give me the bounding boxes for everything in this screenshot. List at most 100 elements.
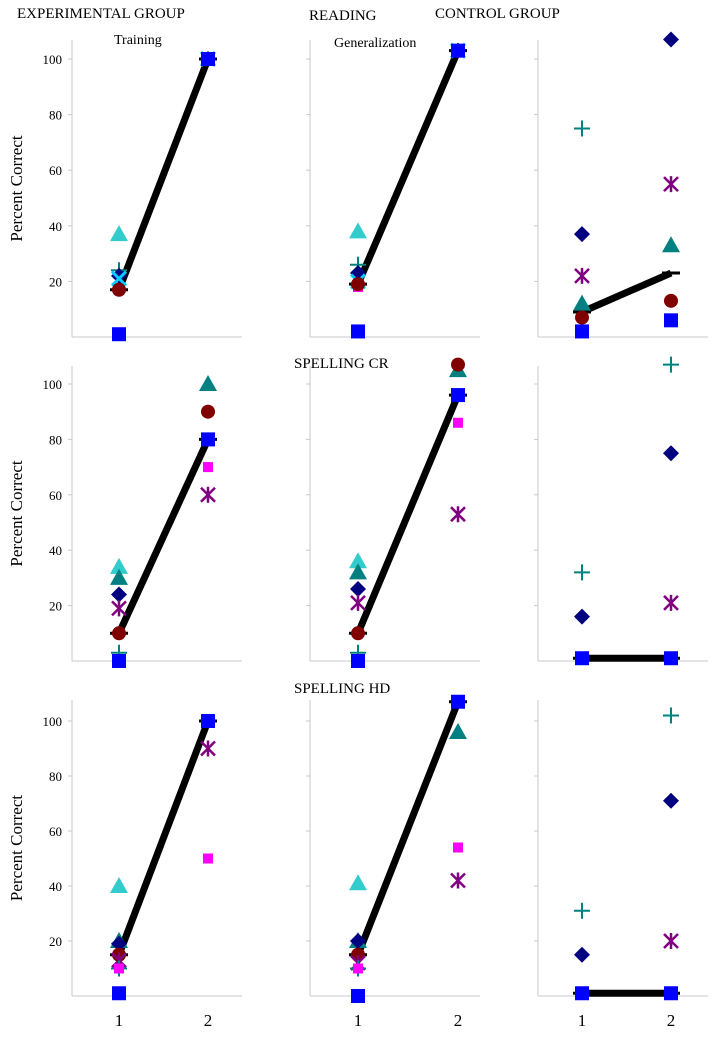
spelling-cr-training-point-purple-star (200, 486, 216, 503)
reading-training-point-cyan-x (110, 270, 128, 287)
spelling-cr-control-point-teal-plus (663, 356, 679, 373)
spelling-cr-generalization-point-dark-red-circle (451, 357, 465, 372)
spelling-cr-generalization-point-blue-square (351, 654, 365, 668)
spelling-cr-training-mean-line (115, 437, 212, 635)
spelling-cr-control-point-blue-square (575, 651, 589, 666)
spelling-cr-control-point-navy-diamond (574, 608, 590, 625)
spelling-cr-generalization-point-teal-triangle (349, 563, 367, 580)
spelling-hd-generalization-point-magenta-square (453, 842, 463, 853)
reading-training-y-axis-label: Percent Correct (7, 135, 26, 241)
reading-training-point-cyan-triangle (110, 225, 128, 242)
spelling-hd-generalization-mean-line (354, 700, 462, 957)
spelling-cr-training-y-tick-label: 40 (49, 543, 62, 558)
spelling-cr-training-point-navy-diamond (111, 586, 127, 603)
reading-control-point-blue-square (575, 324, 589, 339)
reading-control-point-purple-star (663, 176, 679, 193)
spelling-hd-control-point-blue-square (575, 986, 589, 1001)
spelling-hd-training-y-tick-label: 60 (49, 824, 62, 839)
reading-training-y-tick-label: 100 (43, 52, 63, 67)
spelling-hd-generalization-x-tick-label: 2 (454, 1011, 463, 1030)
reading-control-point-dark-red-circle (664, 293, 678, 308)
spelling-hd-control-point-blue-square (664, 986, 678, 1001)
spelling-hd-training-y-tick-label: 20 (49, 934, 62, 949)
reading-control-mean-line (580, 269, 673, 316)
spelling-hd-generalization-point-cyan-triangle (349, 874, 367, 891)
spelling-cr-training-point-dark-red-circle (112, 626, 126, 641)
reading-control-point-purple-star (574, 267, 590, 284)
reading-training-mean-line (115, 57, 212, 291)
spelling-cr-generalization-mean-line (354, 393, 462, 635)
reading-training-point-blue-square (112, 327, 126, 342)
spelling-hd-training-point-magenta-square (203, 853, 213, 864)
spelling-cr-generalization-point-blue-square (451, 388, 465, 403)
spelling-hd-training-point-purple-star (200, 740, 216, 757)
spelling-cr-training-y-tick-label: 60 (49, 488, 62, 503)
spelling-cr-training-point-teal-triangle (110, 568, 128, 585)
reading-generalization-point-cyan-triangle (349, 222, 367, 239)
reading-training-point-navy-diamond (111, 267, 127, 284)
spelling-hd-generalization-point-blue-square (451, 694, 465, 709)
spelling-hd-training-mean-line (115, 719, 212, 956)
spelling-cr-training-point-teal-triangle (199, 375, 217, 391)
control-group-header: CONTROL GROUP (435, 6, 560, 22)
spelling-hd-control-x-tick-label: 2 (667, 1011, 676, 1030)
spelling-cr-training-point-magenta-square (203, 462, 213, 473)
spelling-hd-generalization-x-tick-label: 1 (354, 1011, 363, 1030)
spelling-hd-generalization-point-teal-triangle (449, 723, 467, 739)
spelling-hd-training-point-cyan-triangle (110, 877, 128, 893)
spelling-hd-training-point-magenta-square (114, 963, 124, 974)
spelling-cr-generalization-point-navy-diamond (350, 580, 366, 597)
reading-generalization-point-dark-red-circle (351, 277, 365, 292)
spelling-hd-training-point-blue-square (201, 714, 215, 728)
generalization-label: Generalization (334, 36, 417, 51)
spelling-hd-generalization-point-blue-square (351, 989, 365, 1003)
spelling-cr-control-point-teal-plus (574, 564, 590, 581)
spelling-hd-generalization-point-navy-diamond (350, 933, 366, 949)
reading-control-point-navy-diamond (663, 31, 679, 48)
spelling-hd-training-point-navy-diamond (111, 935, 127, 952)
training-label: Training (114, 33, 162, 48)
reading-generalization-point-blue-square (451, 43, 465, 58)
spelling-hd-generalization-point-magenta-square (353, 963, 363, 974)
reading-control-point-blue-square (664, 313, 678, 328)
spelling-hd-header: SPELLING HD (294, 681, 391, 697)
spelling-hd-control-point-teal-plus (663, 707, 679, 724)
spelling-cr-training-y-axis-label: Percent Correct (7, 460, 26, 566)
spelling-hd-training-x-tick-label: 1 (115, 1011, 124, 1030)
spelling-cr-control-point-navy-diamond (663, 445, 679, 462)
spelling-cr-generalization-point-purple-star (450, 506, 466, 523)
spelling-cr-training-point-purple-star (111, 600, 127, 617)
spelling-hd-control-x-tick-label: 1 (578, 1011, 587, 1030)
spelling-hd-training-y-tick-label: 100 (43, 714, 63, 729)
reading-training-point-blue-square (201, 52, 215, 66)
spelling-cr-control-point-blue-square (664, 651, 678, 666)
spelling-hd-generalization-point-purple-star (450, 872, 466, 889)
reading-training-y-tick-label: 40 (49, 219, 62, 234)
spelling-cr-training-y-tick-label: 80 (49, 432, 62, 447)
reading-control-point-teal-plus (574, 120, 590, 137)
spelling-hd-training-y-axis-label: Percent Correct (7, 795, 26, 901)
spelling-cr-generalization-point-magenta-square (453, 417, 463, 428)
reading-header: READING (309, 8, 377, 24)
spelling-hd-training-y-tick-label: 80 (49, 769, 62, 784)
reading-control-point-teal-triangle (662, 236, 680, 253)
spelling-cr-training-y-tick-label: 100 (43, 377, 63, 392)
reading-training-y-tick-label: 20 (49, 274, 62, 289)
reading-control-point-teal-triangle (573, 294, 591, 311)
reading-training-y-tick-label: 80 (49, 108, 62, 123)
spelling-cr-training-y-tick-label: 20 (49, 599, 62, 614)
spelling-hd-training-y-tick-label: 40 (49, 879, 62, 894)
spelling-hd-training-x-tick-label: 2 (204, 1011, 213, 1030)
spelling-hd-training-point-blue-square (112, 986, 126, 1001)
spelling-cr-generalization-point-purple-star (350, 594, 366, 611)
spelling-cr-generalization-point-dark-red-circle (351, 626, 365, 641)
reading-generalization-mean-line (354, 49, 462, 286)
spelling-cr-control-point-purple-star (663, 594, 679, 611)
spelling-cr-training-point-blue-square (112, 654, 126, 668)
spelling-cr-training-point-dark-red-circle (201, 404, 215, 419)
reading-training-point-dark-red-circle (112, 282, 126, 297)
spelling-hd-control-point-teal-plus (574, 902, 590, 919)
reading-control-point-navy-diamond (574, 226, 590, 243)
spelling-cr-generalization-point-cyan-triangle (349, 552, 367, 569)
